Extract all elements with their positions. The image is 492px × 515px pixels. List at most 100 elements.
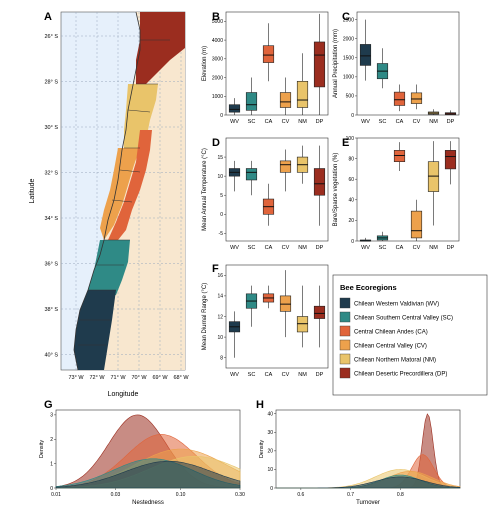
y-tick-label: 10 <box>267 467 273 473</box>
y-tick-label: 40 <box>267 412 273 418</box>
region-wv <box>74 290 116 370</box>
y-tick-label: 30 <box>267 430 273 436</box>
map-lat-tick-label: 28° S <box>44 80 58 86</box>
map-xlabel: Longitude <box>108 391 139 398</box>
y-tick-label: 1500 <box>343 56 354 62</box>
legend-label-sc: Chilean Southern Central Valley (SC) <box>354 316 453 322</box>
density-wv <box>55 460 241 489</box>
map-lon-tick-label: 70° W <box>131 375 147 381</box>
legend-swatch-cv <box>339 339 351 351</box>
plot-frame <box>225 11 329 116</box>
y-tick-label: 0 <box>220 113 223 119</box>
panel-letter-h: H <box>256 399 264 411</box>
y-tick-label: 5 <box>220 193 223 199</box>
y-tick-label: 8 <box>220 356 223 362</box>
legend-swatch-dp <box>339 367 351 379</box>
panel-letter-d: F <box>212 263 219 275</box>
map-lat-tick-label: 38° S <box>44 307 58 313</box>
y-tick-label: 2500 <box>343 17 354 23</box>
x-tick-label: SC <box>248 245 256 251</box>
map-lat-tick-label: 32° S <box>44 171 58 177</box>
legend-label-wv: Chilean Western Valdivian (WV) <box>354 302 439 308</box>
region-sc <box>88 240 130 300</box>
legend: Bee Ecoregions Chilean Western Valdivian… <box>332 274 488 396</box>
box-wv <box>359 44 372 66</box>
plot-frame <box>225 264 329 369</box>
x-tick-label: DP <box>447 119 455 125</box>
boxplot-temperature: -5 0 5 10 15 Mean Annual Temperature (°C) WV SC… <box>202 137 329 251</box>
y-axis-label: Density <box>39 440 45 459</box>
boxplot-bare-vegetation: 0 20 40 60 80 100 Bare/Sparse vegetation (%) WV… <box>333 136 460 251</box>
y-tick-label: 5000 <box>212 19 223 25</box>
x-tick-label: 0.01 <box>51 492 61 498</box>
y-tick-label: 100 <box>346 136 355 142</box>
y-tick-label: 0 <box>270 486 273 492</box>
y-tick-label: 14 <box>217 294 223 300</box>
y-tick-label: 20 <box>348 218 354 224</box>
x-tick-label: SC <box>248 372 256 378</box>
x-tick-label: DP <box>316 119 324 125</box>
map-lat-tick-label: 34° S <box>44 216 58 222</box>
map-lat-tick-label: 26° S <box>44 34 58 40</box>
plot-frame <box>356 11 460 116</box>
box-wv <box>228 104 241 113</box>
legend-label-nm: Chilean Northern Matoral (NM) <box>354 358 436 364</box>
x-tick-label: WV <box>230 245 239 251</box>
y-tick-label: -5 <box>219 231 224 237</box>
box-nm <box>427 161 440 192</box>
y-tick-label: 1000 <box>212 94 223 100</box>
y-tick-label: 20 <box>267 449 273 455</box>
coastline <box>73 11 141 371</box>
x-tick-label: NM <box>429 119 438 125</box>
panel-letter-f: E <box>342 137 349 149</box>
plot-frame <box>225 137 329 242</box>
box-nm <box>296 316 309 333</box>
y-tick-label: 1 <box>50 461 53 467</box>
panel-letter-a: A <box>44 11 52 23</box>
panel-letter-b: B <box>212 11 220 23</box>
map-ylabel: Latitude <box>29 178 36 203</box>
x-tick-label: NM <box>298 119 307 125</box>
y-tick-label: 10 <box>217 174 223 180</box>
x-tick-label: CV <box>413 119 421 125</box>
box-dp <box>444 150 457 170</box>
plot-frame <box>356 137 460 242</box>
x-tick-label: NM <box>429 245 438 251</box>
x-tick-label: NM <box>298 245 307 251</box>
x-tick-label: WV <box>230 119 239 125</box>
box-ca <box>393 91 406 106</box>
x-tick-label: CV <box>282 372 290 378</box>
boxplot-precipitation: 0 500 1000 1500 2000 2500 Annual Precipitation… <box>333 11 460 125</box>
box-cv <box>410 92 423 104</box>
box-sc <box>245 92 258 111</box>
y-axis-label: Mean Annual Temperature (°C) <box>202 148 208 231</box>
y-tick-label: 0 <box>351 113 354 119</box>
y-tick-label: 2000 <box>343 37 354 43</box>
x-tick-label: CV <box>282 245 290 251</box>
map-lon-tick-label: 73° W <box>68 375 84 381</box>
density-wv <box>276 476 461 489</box>
box-cv <box>279 295 292 312</box>
x-axis-label: Nestedness <box>132 500 164 506</box>
legend-label-cv: Chilean Central Valley (CV) <box>354 344 427 350</box>
map-panel: 26° S 28° S 30° S 32° S 34° S 36° S 38° S 40° S… <box>29 11 189 398</box>
box-ca <box>262 45 275 63</box>
box-cv <box>410 210 423 239</box>
x-tick-label: NM <box>298 372 307 378</box>
map-lon-tick-label: 72° W <box>89 375 105 381</box>
box-sc <box>245 168 258 181</box>
y-axis-label: Mean Diurnal Range (°C) <box>202 283 208 350</box>
map-lon-tick-label: 71° W <box>110 375 126 381</box>
boxplot-diurnal-range: 8 10 12 14 16 Mean Diurnal Range (°C) WV SC CA CV… <box>202 264 329 378</box>
x-tick-label: DP <box>316 245 324 251</box>
x-tick-label: 0.10 <box>176 492 186 498</box>
y-tick-label: 15 <box>217 155 223 161</box>
legend-swatch-ca <box>339 325 351 337</box>
x-tick-label: SC <box>379 119 387 125</box>
box-ca <box>393 150 406 162</box>
boxplot-elevation: 0 1000 2000 3000 4000 5000 Elevation (m) WV SC CA… <box>202 11 329 125</box>
region-ca <box>108 130 152 240</box>
y-axis-label: Bare/Sparse vegetation (%) <box>333 153 339 227</box>
x-tick-label: CA <box>265 372 273 378</box>
